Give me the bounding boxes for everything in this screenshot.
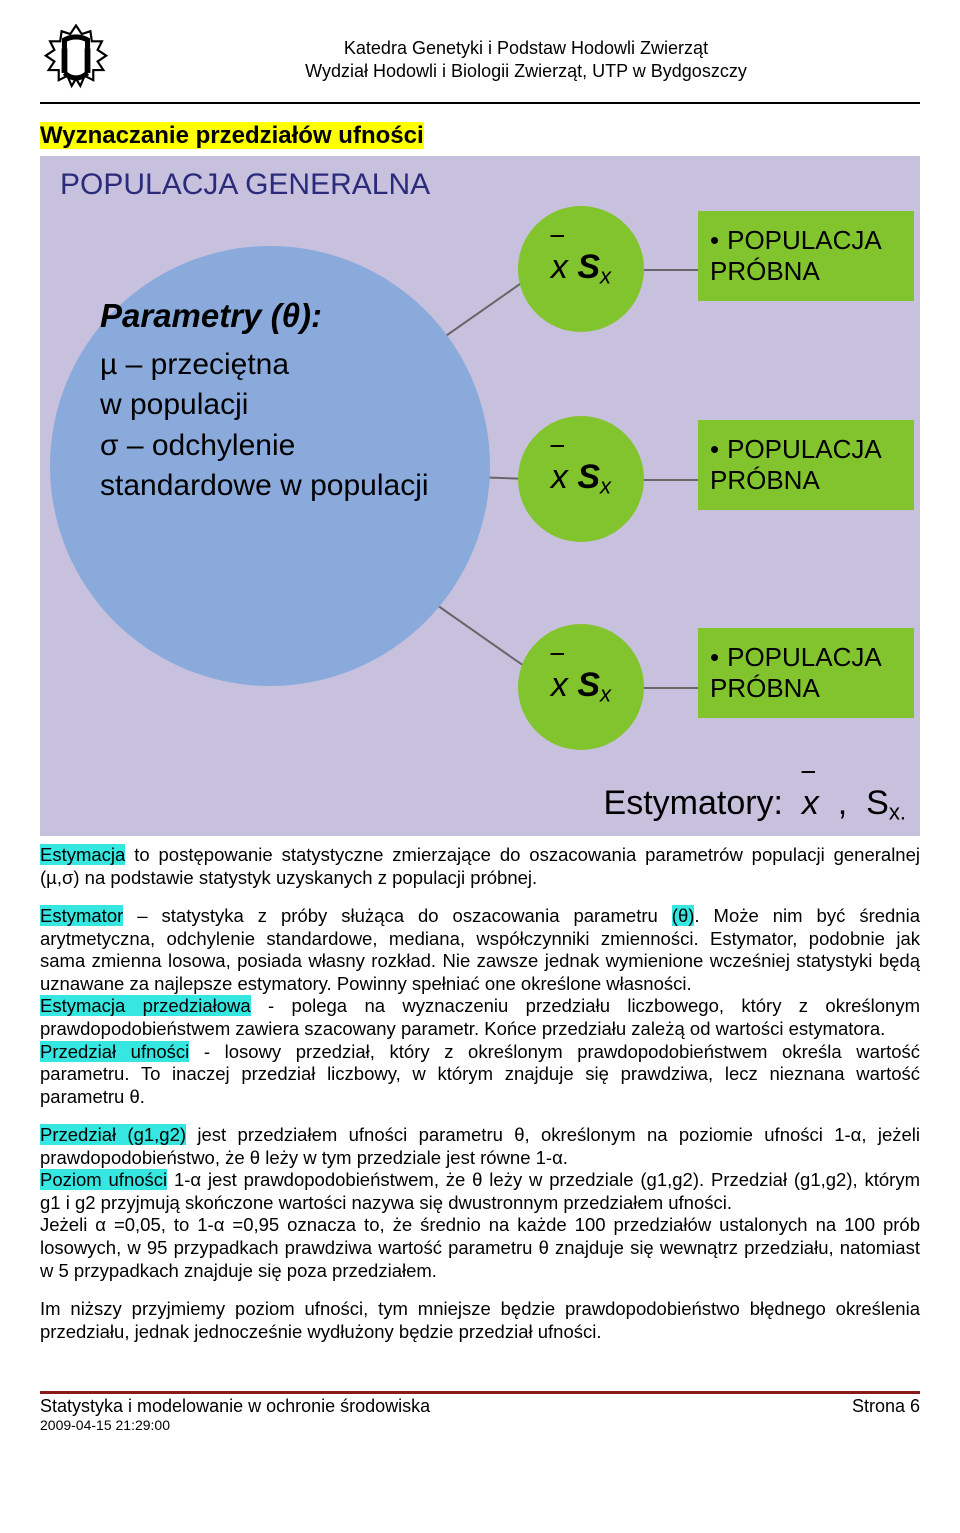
footer-course: Statystyka i modelowanie w ochronie środ… xyxy=(40,1396,430,1417)
connector-line xyxy=(638,269,702,271)
footer-separator xyxy=(40,1391,920,1394)
population-parameters-circle: Parametry (θ): µ – przeciętna w populacj… xyxy=(50,246,490,686)
footer-line: Statystyka i modelowanie w ochronie środ… xyxy=(40,1396,920,1417)
footer-page-number: Strona 6 xyxy=(852,1396,920,1417)
footer-timestamp: 2009-04-15 21:29:00 xyxy=(40,1417,920,1433)
param-line: w populacji xyxy=(100,385,454,426)
sample-box-2: • POPULACJA PRÓBNA xyxy=(698,420,914,510)
header-text: Katedra Genetyki i Podstaw Hodowli Zwier… xyxy=(132,37,920,84)
term-estymator: Estymator xyxy=(40,905,123,926)
sample-box-label: POPULACJA PRÓBNA xyxy=(710,434,880,495)
header-line-1: Katedra Genetyki i Podstaw Hodowli Zwier… xyxy=(132,37,920,60)
sample-circle-3: x Sx xyxy=(518,624,644,750)
param-line: σ – odchylenie xyxy=(100,426,454,467)
paragraph-przedzial: Przedział (g1,g2) jest przedziałem ufnoś… xyxy=(40,1124,920,1282)
page-title: Wyznaczanie przedziałów ufności xyxy=(40,122,920,150)
sample-circle-2: x Sx xyxy=(518,416,644,542)
paragraph-estymacja: Estymacja to postępowanie statystyczne z… xyxy=(40,844,920,889)
sample-box-label: POPULACJA PRÓBNA xyxy=(710,642,880,703)
sample-box-3: • POPULACJA PRÓBNA xyxy=(698,628,914,718)
sample-circle-1: x Sx xyxy=(518,206,644,332)
page-title-text: Wyznaczanie przedziałów ufności xyxy=(40,122,424,149)
connector-line xyxy=(638,479,702,481)
connector-line xyxy=(638,687,702,689)
sample-box-label: POPULACJA PRÓBNA xyxy=(710,225,880,286)
term-estymacja-przedzialowa: Estymacja przedziałowa xyxy=(40,995,251,1016)
page-footer: Statystyka i modelowanie w ochronie środ… xyxy=(40,1391,920,1433)
term-poziom-ufnosci: Poziom ufności xyxy=(40,1169,167,1190)
population-diagram: POPULACJA GENERALNA Parametry (θ): µ – p… xyxy=(40,156,920,836)
header-line-2: Wydział Hodowli i Biologii Zwierząt, UTP… xyxy=(132,60,920,83)
page: Katedra Genetyki i Podstaw Hodowli Zwier… xyxy=(0,0,960,1443)
diagram-title: POPULACJA GENERALNA xyxy=(60,168,430,202)
paragraph-conclusion: Im niższy przyjmiemy poziom ufności, tym… xyxy=(40,1298,920,1343)
institution-logo xyxy=(40,24,112,96)
sample-box-1: • POPULACJA PRÓBNA xyxy=(698,211,914,301)
term-przedzial-g1g2: Przedział (g1,g2) xyxy=(40,1124,186,1145)
paragraph-estymator: Estymator – statystyka z próby służąca d… xyxy=(40,905,920,1108)
term-przedzial-ufnosci: Przedział ufności xyxy=(40,1041,189,1062)
parameters-heading: Parametry (θ): xyxy=(100,294,454,339)
param-line: standardowe w populacji xyxy=(100,466,454,507)
term-theta: (θ) xyxy=(672,905,695,926)
estimator-label: Estymatory: x , Sx. xyxy=(604,784,906,826)
page-header: Katedra Genetyki i Podstaw Hodowli Zwier… xyxy=(40,24,920,104)
param-line: µ – przeciętna xyxy=(100,345,454,386)
connector-line xyxy=(433,602,532,672)
term-estymacja: Estymacja xyxy=(40,844,125,865)
